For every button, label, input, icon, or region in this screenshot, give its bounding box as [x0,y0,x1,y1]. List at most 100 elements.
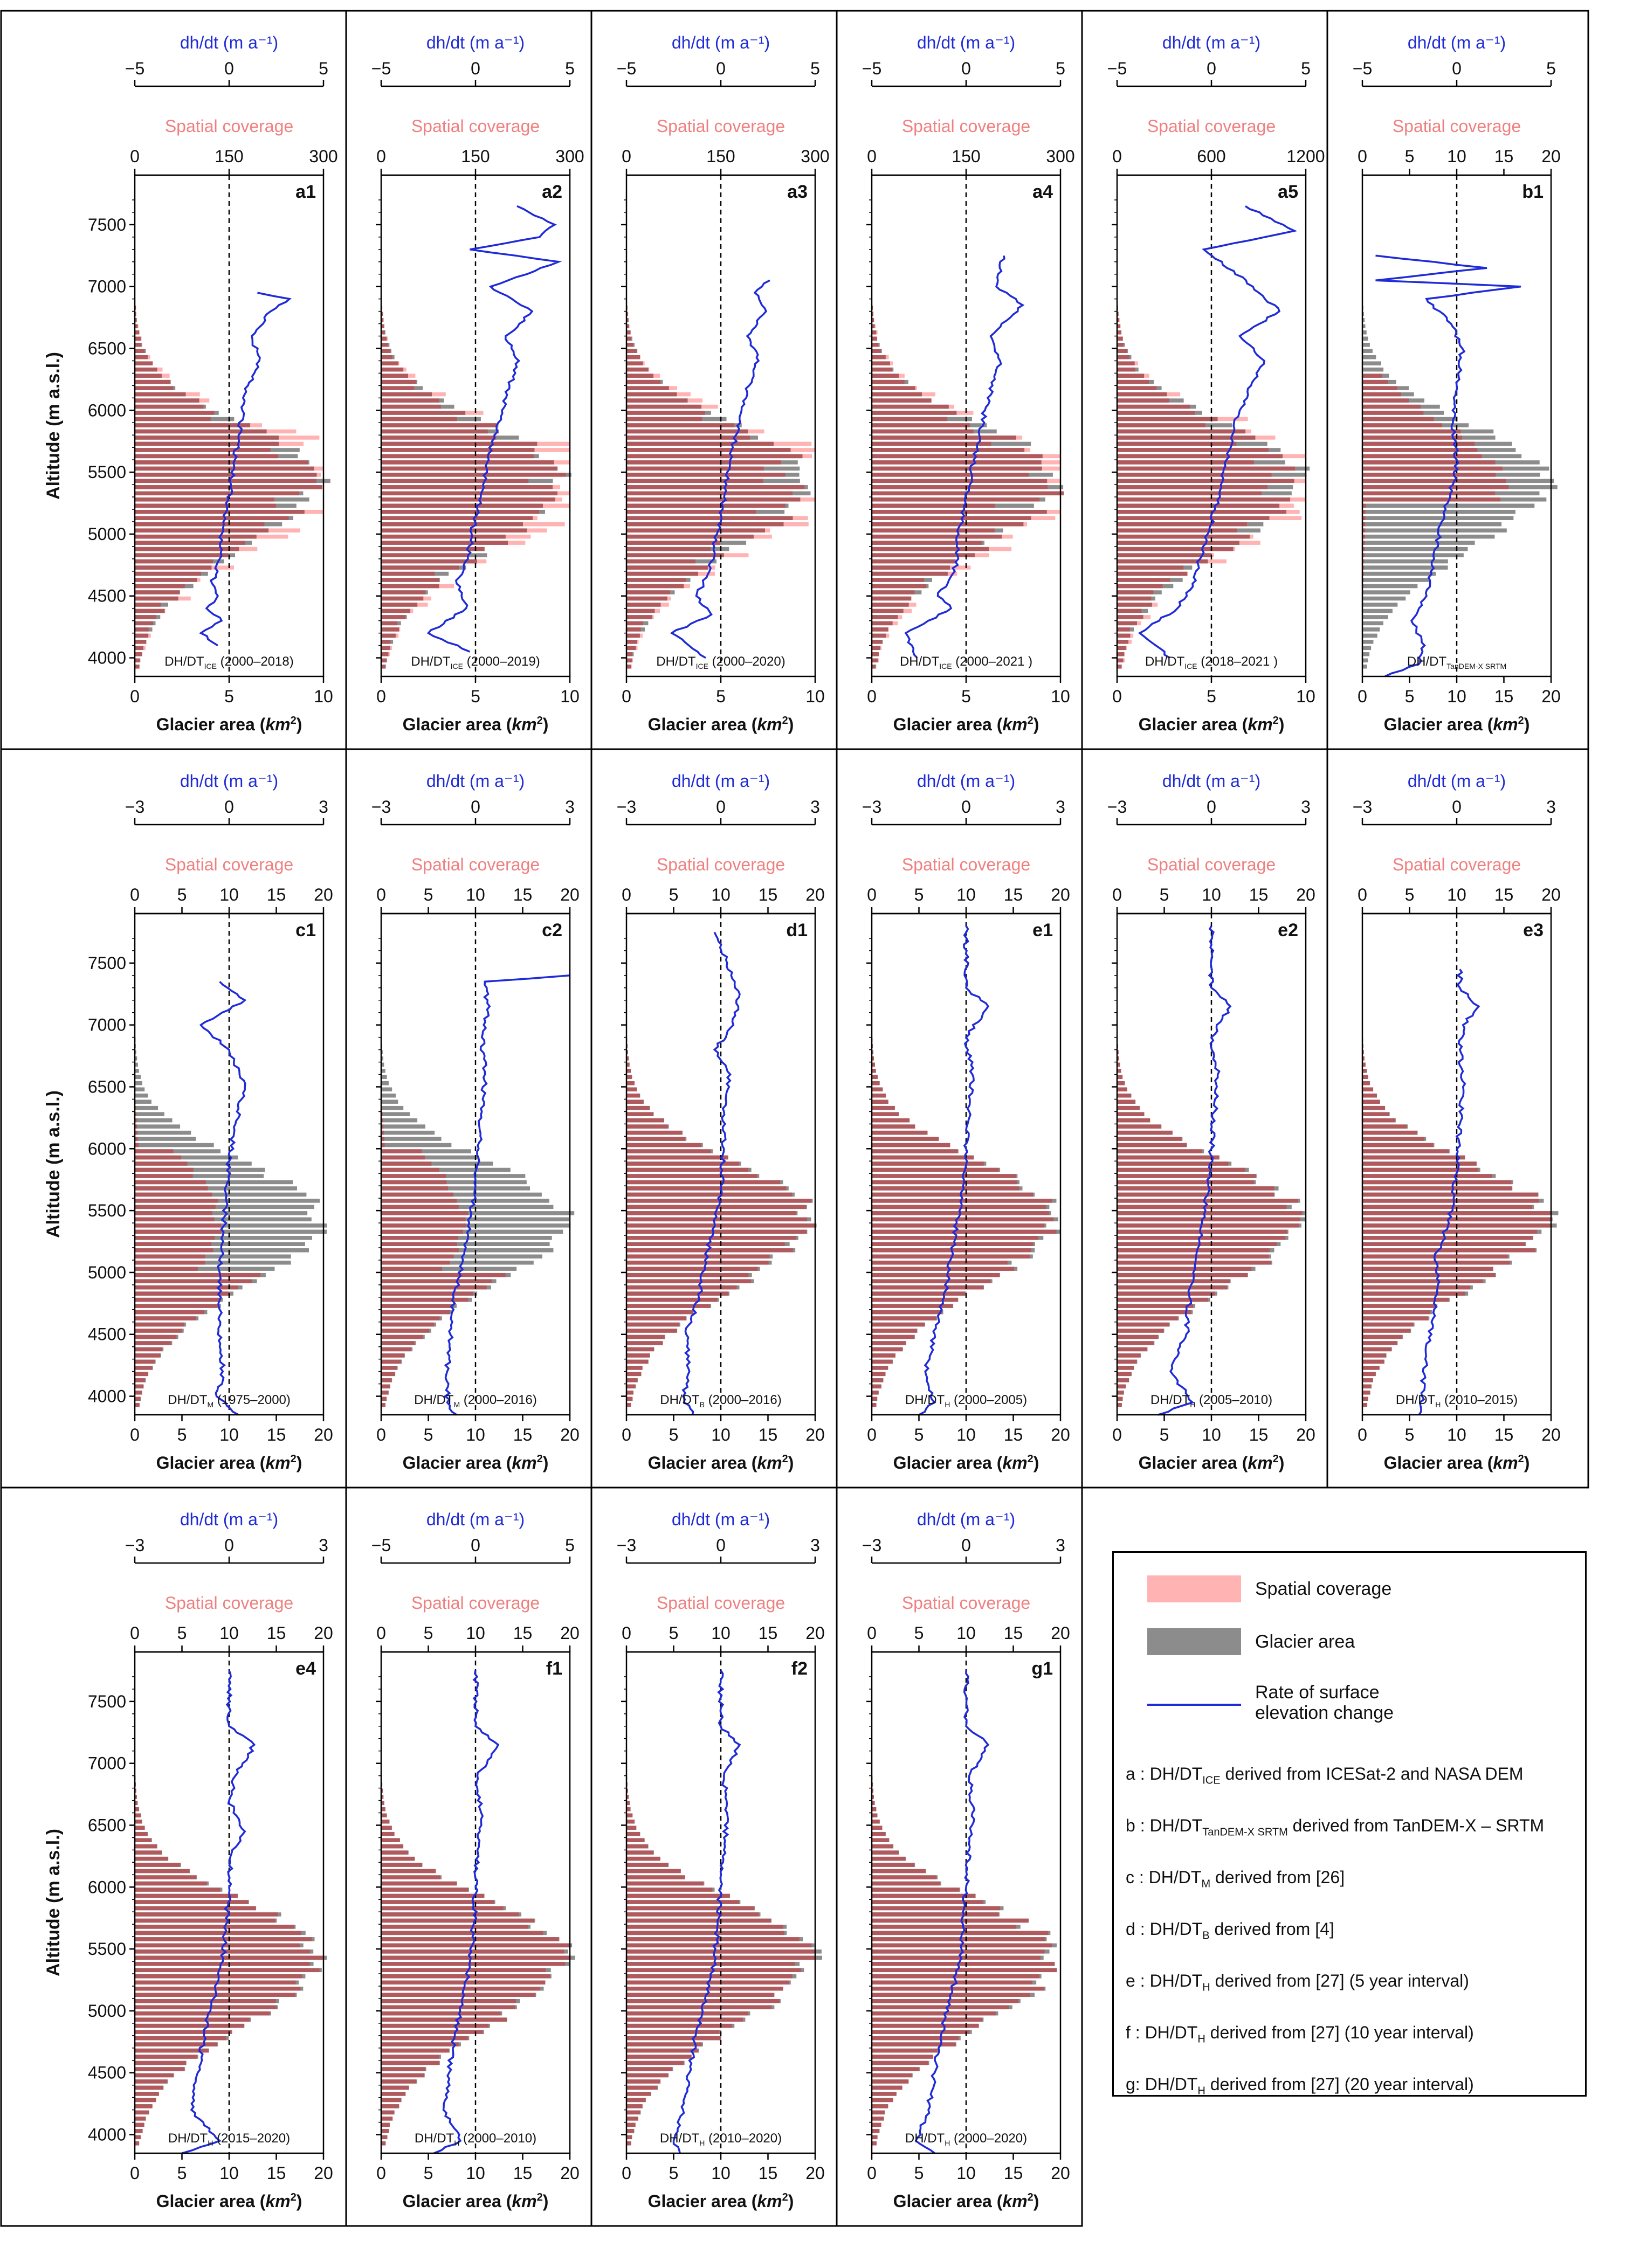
overlap-bar [872,590,915,594]
overlap-bar [135,2055,197,2059]
dhdt-tick-label: −3 [1107,797,1127,817]
overlap-bar [626,318,629,322]
glacier-bar [1362,343,1370,347]
overlap-bar [872,2073,912,2078]
overlap-bar [1362,522,1366,527]
overlap-bar [381,1155,425,1160]
overlap-bar [1117,516,1270,520]
overlap-bar [135,658,140,663]
coverage-tick-label: 20 [314,885,333,904]
ytick-label: 6000 [88,1139,126,1158]
overlap-bar [872,1359,893,1364]
overlap-bar [381,2079,417,2084]
overlap-bar [872,1297,958,1302]
overlap-bar [1362,1291,1465,1296]
overlap-bar [135,1396,141,1401]
overlap-bar [135,1174,193,1178]
overlap-bar [381,2011,501,2016]
dhdt-axis-label: dh/dt (m a⁻¹) [180,771,278,791]
overlap-bar [1117,379,1149,384]
panel-f2: f2 DH/DTH (2010–2020) 0 5 10 15 20 Glacier area… [590,1486,838,2227]
overlap-bar [381,491,557,496]
overlap-bar [1117,1211,1303,1215]
overlap-bar [135,2023,244,2028]
overlap-bar [381,528,527,533]
panel-label: a1 [295,182,316,202]
xtick-label: 10 [466,2163,485,2183]
glacier-bar [381,1143,452,1147]
coverage-bar [399,627,401,632]
overlap-bar [872,1826,883,1830]
overlap-bar [626,627,641,632]
dhdt-tick-label: −3 [617,1536,636,1555]
coverage-bar [1120,324,1121,329]
overlap-bar [872,1788,873,1793]
overlap-bar [626,491,793,496]
overlap-bar [381,1875,440,1879]
coverage-bar [139,330,140,335]
overlap-bar [381,1304,454,1308]
glacier-bar [381,1050,383,1055]
overlap-bar [626,559,696,564]
overlap-bar [381,2048,449,2053]
glacier-bar [135,1100,151,1104]
overlap-bar [626,466,764,471]
glacier-bar [1362,584,1418,589]
overlap-bar [1362,1242,1525,1246]
coverage-tick-label: 5 [424,1623,433,1643]
coverage-bar [637,640,639,644]
glacier-bar [1362,522,1502,527]
overlap-bar [626,1304,710,1308]
overlap-bar [135,2060,187,2065]
glacier-bar [1362,571,1436,576]
overlap-bar [1117,1396,1123,1401]
overlap-bar [135,1856,168,1861]
overlap-bar [135,466,314,471]
dhdt-tick-label: 3 [810,797,820,817]
overlap-bar [135,1968,320,1973]
coverage-tick-label: 5 [914,1623,924,1643]
overlap-bar [872,633,886,638]
dhdt-tick-label: 0 [471,1536,480,1555]
overlap-bar [872,1949,1045,1954]
xtick-label: 10 [1447,687,1466,706]
overlap-bar [381,627,399,632]
overlap-bar [626,541,720,545]
bars [381,306,571,669]
bars [135,306,330,669]
coverage-bar [1041,460,1060,465]
glacier-bar [1362,336,1368,341]
coverage-bar [1239,541,1260,545]
overlap-bar [1117,1322,1169,1327]
overlap-bar [1117,448,1269,452]
overlap-bar [135,1130,138,1135]
overlap-bar [626,1403,631,1407]
coverage-bar [773,441,812,446]
overlap-bar [872,1378,884,1382]
glacier-bar [1362,640,1374,644]
overlap-bar [381,1980,546,1984]
rate-line [904,255,1025,659]
overlap-bar [1117,473,1272,477]
overlap-bar [872,640,883,644]
overlap-bar [1362,374,1382,378]
glacier-bar [381,1062,384,1067]
overlap-bar [872,603,909,607]
coverage-bar [950,565,971,570]
xtick-label: 5 [1405,1425,1415,1444]
overlap-bar [1117,1372,1132,1377]
overlap-bar [135,584,185,589]
coverage-tick-label: 15 [513,1623,533,1643]
overlap-bar [1117,1260,1271,1265]
overlap-bar [872,1900,984,1904]
overlap-bar [872,460,1042,465]
overlap-bar [872,559,955,564]
coverage-bar [408,374,416,378]
overlap-bar [1362,1310,1431,1315]
coverage-bar [631,665,632,669]
overlap-bar [872,1050,873,1055]
overlap-bar [626,1795,629,1799]
overlap-bar [872,1192,1034,1197]
coverage-bar [1187,571,1188,576]
